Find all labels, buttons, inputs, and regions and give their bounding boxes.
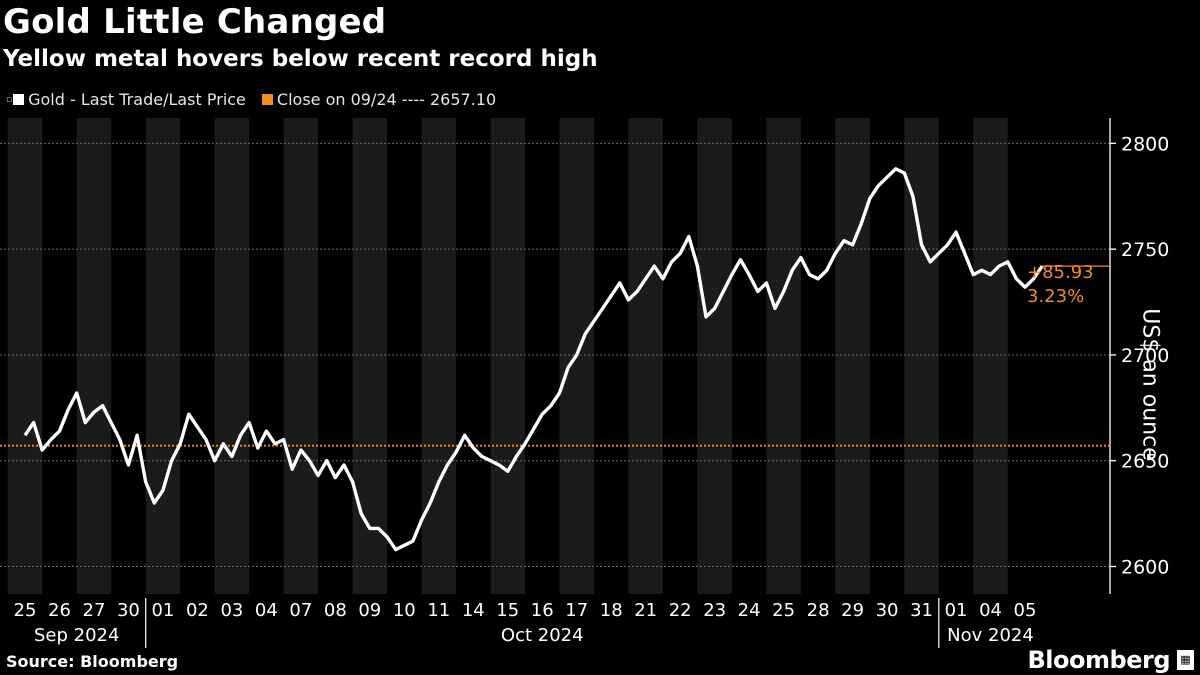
x-tick-label: 30 xyxy=(117,600,140,621)
x-tick-label: 15 xyxy=(496,600,519,621)
x-tick-label: 04 xyxy=(979,600,1002,621)
month-label: Nov 2024 xyxy=(947,625,1034,646)
bloomberg-mark-icon: ▦ xyxy=(1177,650,1194,670)
x-tick-label: 24 xyxy=(738,600,761,621)
x-tick-label: 31 xyxy=(910,600,933,621)
day-band xyxy=(352,118,388,594)
annotation-change: +85.93 xyxy=(1027,262,1094,283)
legend: ▫ Gold - Last Trade/Last Price Close on … xyxy=(6,90,512,109)
day-band xyxy=(904,118,939,594)
bloomberg-logo: Bloomberg xyxy=(1027,646,1171,674)
legend-label-close: Close on 09/24 ---- 2657.10 xyxy=(276,90,497,109)
x-tick-label: 30 xyxy=(876,600,899,621)
legend-item-gold: ▫ Gold - Last Trade/Last Price xyxy=(6,90,246,109)
day-band xyxy=(490,118,525,594)
x-tick-label: 26 xyxy=(48,600,71,621)
day-band xyxy=(835,118,870,594)
day-band xyxy=(283,118,319,594)
x-tick-label: 21 xyxy=(634,600,657,621)
y-axis-label: US$ an ounce xyxy=(1137,308,1163,461)
x-tick-label: 05 xyxy=(1014,600,1037,621)
y-tick-label: 2650 xyxy=(1121,451,1169,473)
x-tick-label: 22 xyxy=(669,600,692,621)
x-tick-label: 03 xyxy=(220,600,243,621)
y-tick-label: 2800 xyxy=(1121,133,1169,155)
day-band xyxy=(7,118,43,594)
x-tick-label: 27 xyxy=(83,600,106,621)
x-tick-label: 23 xyxy=(703,600,726,621)
month-label: Sep 2024 xyxy=(34,625,119,646)
series-line-gold xyxy=(23,167,1044,552)
x-tick-label: 16 xyxy=(531,600,554,621)
day-bands xyxy=(7,118,1008,594)
y-tick-label: 2600 xyxy=(1121,556,1169,578)
chart-title: Gold Little Changed xyxy=(3,2,387,42)
legend-line-icon: ▫ xyxy=(6,94,13,105)
month-label: Oct 2024 xyxy=(501,625,584,646)
legend-swatch-close xyxy=(261,94,273,105)
x-tick-label: 04 xyxy=(255,600,278,621)
x-tick-label: 11 xyxy=(427,600,450,621)
day-band xyxy=(697,118,732,594)
day-band xyxy=(628,118,663,594)
legend-label-gold: Gold - Last Trade/Last Price xyxy=(28,90,246,109)
legend-swatch-gold xyxy=(13,94,25,105)
x-tick-label: 07 xyxy=(289,600,312,621)
x-month-labels: Sep 2024 Oct 2024 Nov 2024 xyxy=(34,598,1034,648)
x-tick-label: 25 xyxy=(772,600,795,621)
x-tick-label: 02 xyxy=(186,600,209,621)
x-tick-label: 10 xyxy=(393,600,416,621)
day-band xyxy=(214,118,250,594)
x-tick-label: 09 xyxy=(358,600,381,621)
day-band xyxy=(421,118,457,594)
x-tick-label: 25 xyxy=(14,600,37,621)
annotation-pct: 3.23% xyxy=(1027,286,1084,307)
day-band xyxy=(766,118,801,594)
legend-item-close: Close on 09/24 ---- 2657.10 xyxy=(261,90,497,109)
chart-subtitle: Yellow metal hovers below recent record … xyxy=(3,46,598,72)
day-band xyxy=(145,118,181,594)
x-tick-label: 01 xyxy=(945,600,968,621)
x-tick-label: 14 xyxy=(462,600,485,621)
y-tick-label: 2700 xyxy=(1121,345,1169,367)
day-band xyxy=(76,118,112,594)
x-tick-label: 08 xyxy=(324,600,347,621)
x-tick-label: 18 xyxy=(600,600,623,621)
x-tick-label: 17 xyxy=(565,600,588,621)
x-day-labels: 25 26 27 30 01 02 03 04 07 08 09 10 11 14 15 16 17 18 21 22… xyxy=(14,600,1037,621)
x-tick-label: 28 xyxy=(807,600,830,621)
x-tick-label: 29 xyxy=(841,600,864,621)
y-ticks: 2600 2650 2700 2750 2800 xyxy=(1110,133,1169,578)
source-note: Source: Bloomberg xyxy=(6,652,179,671)
x-tick-label: 01 xyxy=(151,600,174,621)
y-tick-label: 2750 xyxy=(1121,239,1169,261)
day-band xyxy=(973,118,1008,594)
